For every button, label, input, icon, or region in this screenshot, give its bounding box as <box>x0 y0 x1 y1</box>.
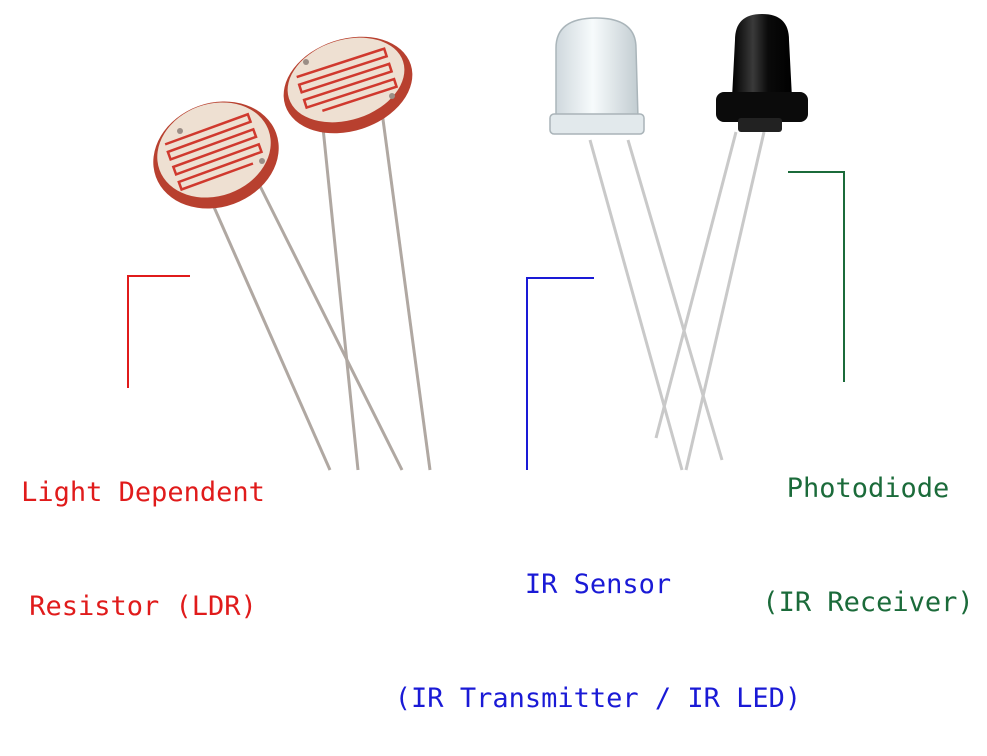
ldr-front-contact-2 <box>259 158 265 164</box>
photodiode-body <box>732 14 792 98</box>
ldr-front-face <box>157 102 271 198</box>
component-diagram <box>127 14 845 471</box>
ir-led <box>549 17 724 471</box>
ldr-front-contact-1 <box>177 128 183 134</box>
photodiode-lead-right <box>684 131 766 471</box>
photodiode-flange <box>716 92 808 122</box>
photodiode <box>654 14 808 471</box>
ldr-front-lead-right <box>256 181 404 471</box>
ir-led-flange <box>549 113 645 135</box>
ldr-label-line2: Resistor (LDR) <box>29 591 257 622</box>
ldr-back <box>283 36 432 471</box>
ldr-callout-line <box>127 275 190 388</box>
ldr-back-track <box>296 47 399 113</box>
ldr-label-line1: Light Dependent <box>21 477 265 508</box>
ir-sensor-label-line2: (IR Transmitter / IR LED) <box>394 683 802 714</box>
photodiode-callout-line <box>788 171 845 382</box>
photodiode-base <box>738 118 782 132</box>
ldr-back-lead-right <box>380 111 432 471</box>
ldr-front-track <box>164 112 264 192</box>
ir-sensor-label: IR Sensor (IR Transmitter / IR LED) <box>363 490 833 756</box>
ldr-back-contact-2 <box>389 93 395 99</box>
photodiode-lead-left <box>654 131 738 439</box>
ldr-front-lead-left <box>208 197 332 471</box>
ir-led-lead-left <box>588 139 684 471</box>
ldr-back-lead-left <box>320 117 360 471</box>
ldr-front <box>153 101 404 471</box>
photodiode-label-line1: Photodiode <box>786 473 950 504</box>
ldr-back-contact-1 <box>303 59 309 65</box>
ir-led-lead-right <box>626 139 724 461</box>
ir-sensor-callout-line <box>526 277 594 470</box>
ir-led-body <box>555 17 639 119</box>
ldr-label: Light Dependent Resistor (LDR) <box>2 398 284 664</box>
